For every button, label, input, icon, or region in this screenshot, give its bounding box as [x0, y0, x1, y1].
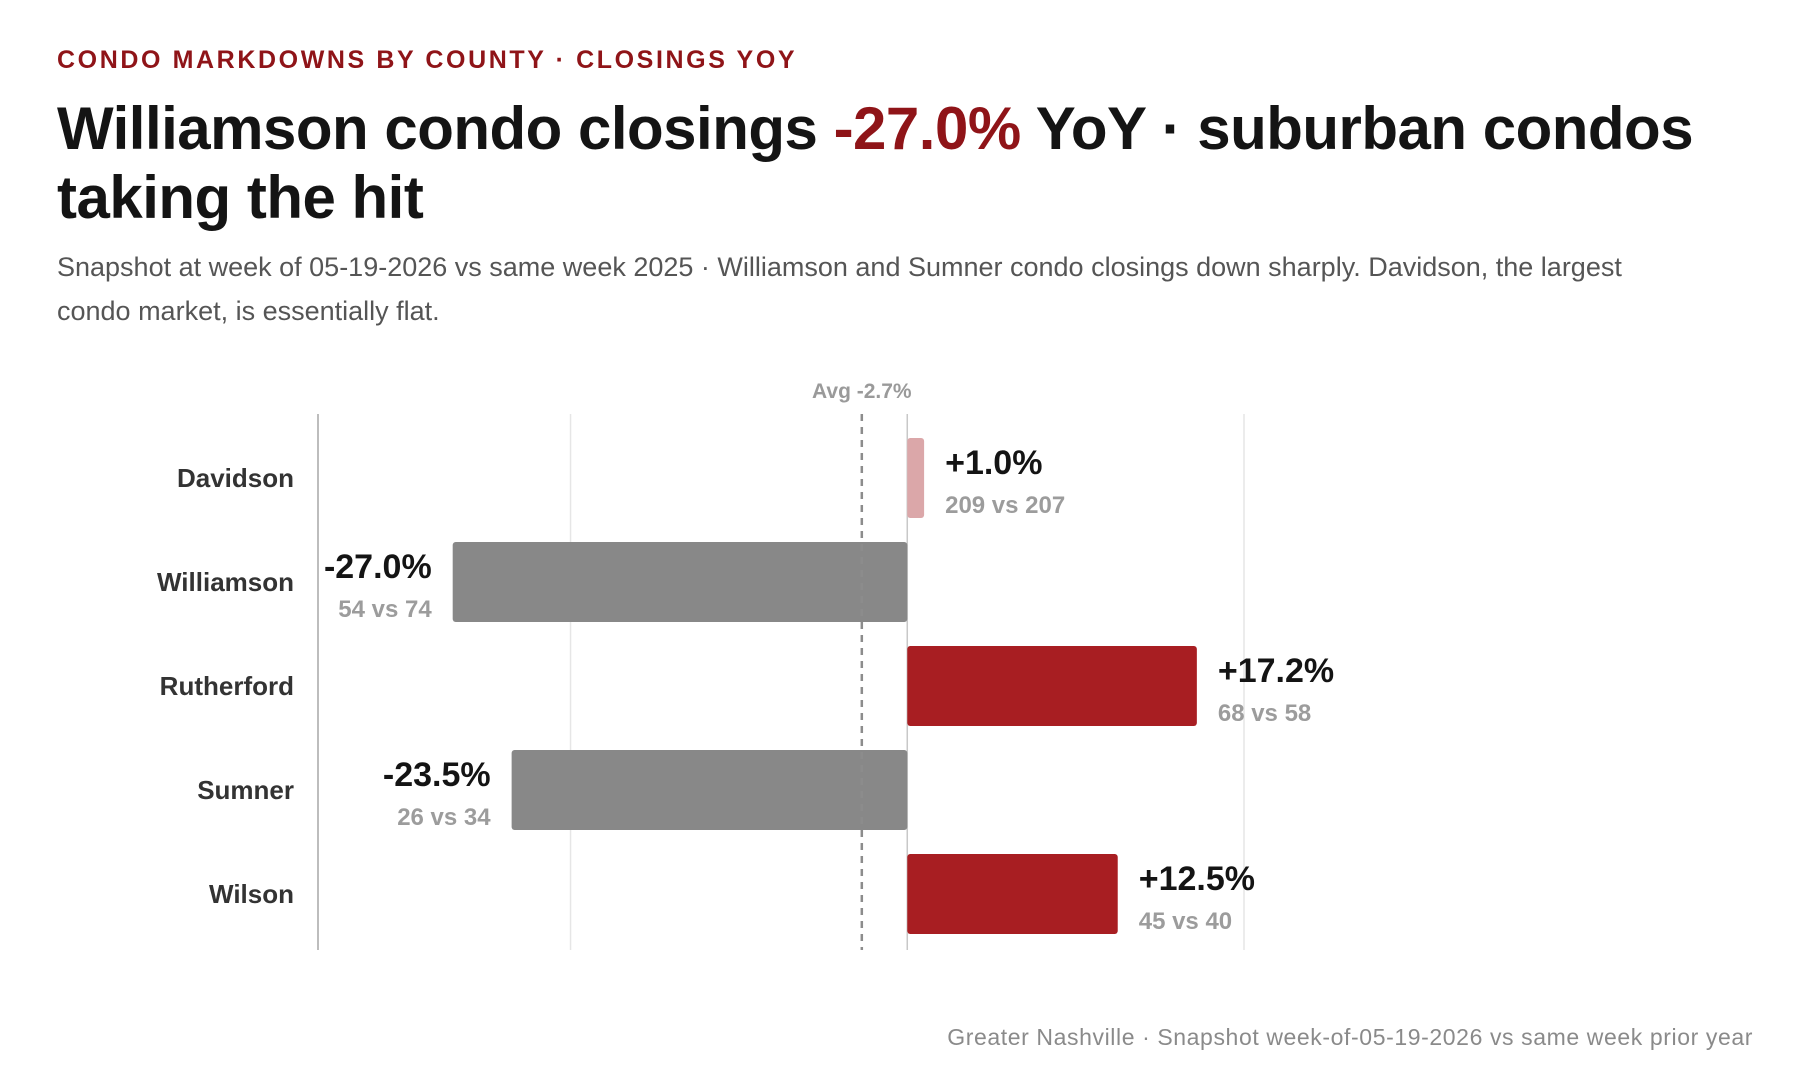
chart-subtitle: Snapshot at week of 05-19-2026 vs same w…: [57, 252, 1622, 326]
category-label-williamson: Williamson: [157, 567, 294, 597]
bar-rutherford: [907, 646, 1197, 726]
reference-line-label: Avg -2.7%: [812, 380, 912, 403]
bar-wilson: [907, 854, 1118, 934]
detail-label-davidson: 209 vs 207: [945, 492, 1065, 519]
detail-label-rutherford: 68 vs 58: [1218, 700, 1311, 727]
value-label-sumner: -23.5%: [383, 756, 491, 794]
chart-footer: Greater Nashville · Snapshot week-of-05-…: [947, 1024, 1753, 1050]
category-label-wilson: Wilson: [209, 879, 294, 909]
bars: [452, 438, 1197, 934]
headline-accent-value: -27.0%: [833, 95, 1022, 162]
detail-label-sumner: 26 vs 34: [397, 804, 491, 831]
bar-williamson: [452, 542, 908, 622]
value-label-williamson: -27.0%: [324, 548, 432, 586]
value-label-wilson: +12.5%: [1139, 860, 1255, 898]
headline-text-start: Williamson condo closings: [57, 95, 834, 162]
detail-label-williamson: 54 vs 74: [338, 596, 432, 623]
bar-davidson: [907, 438, 925, 518]
category-label-rutherford: Rutherford: [160, 671, 294, 701]
headline-text-end: YoY · suburban condos taking the hit: [57, 95, 1694, 231]
chart-headline: Williamson condo closings -27.0% YoY · s…: [57, 94, 1697, 232]
value-label-davidson: +1.0%: [945, 444, 1042, 482]
bar-chart: Avg -2.7% +1.0%209 vs 207-27.0%54 vs 74+…: [157, 380, 1334, 950]
value-label-rutherford: +17.2%: [1218, 652, 1334, 690]
bar-labels: +1.0% 209 vs 207 -27.0% 54 vs 74 +17.2% 68 vs…: [324, 444, 1334, 935]
detail-label-wilson: 45 vs 40: [1139, 908, 1232, 935]
category-label-sumner: Sumner: [197, 775, 294, 805]
reference-line-group: Avg -2.7%: [812, 380, 912, 950]
category-label-davidson: Davidson: [177, 463, 294, 493]
category-labels: Davidson Williamson Rutherford Sumner Wilson: [157, 463, 294, 909]
bar-sumner: [511, 750, 908, 830]
chart-kicker: CONDO MARKDOWNS BY COUNTY · CLOSINGS YOY: [57, 46, 798, 74]
